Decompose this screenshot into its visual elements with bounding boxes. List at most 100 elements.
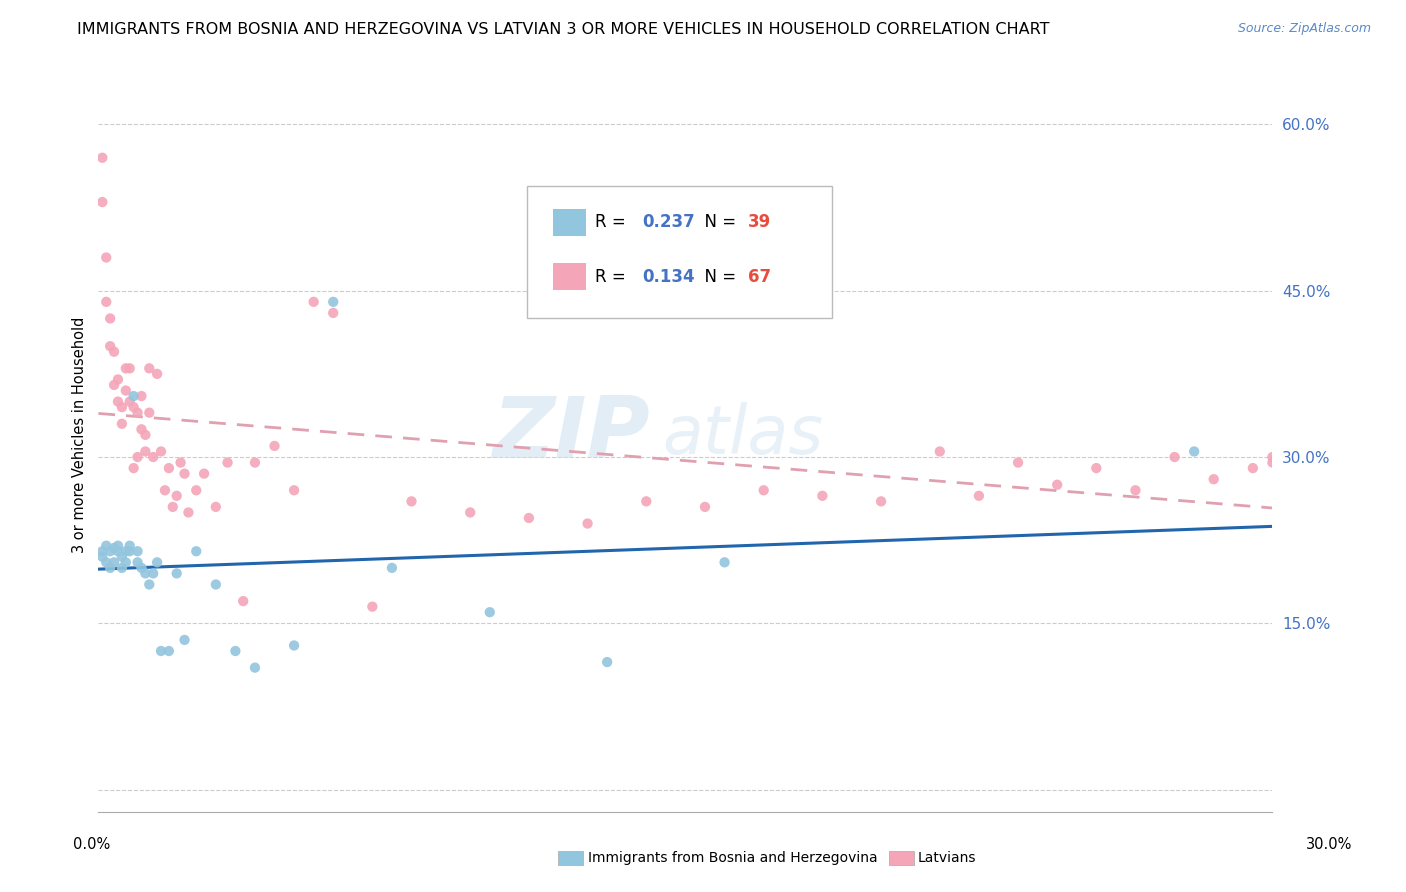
- Text: 39: 39: [748, 213, 770, 231]
- Point: [693, 500, 716, 514]
- Point: [1261, 450, 1284, 464]
- Point: [205, 577, 228, 591]
- Text: 0.0%: 0.0%: [73, 838, 110, 852]
- Point: [111, 561, 134, 575]
- Point: [103, 344, 125, 359]
- Point: [107, 539, 129, 553]
- Point: [186, 544, 208, 558]
- FancyBboxPatch shape: [527, 186, 832, 318]
- Point: [134, 566, 156, 581]
- Point: [636, 494, 658, 508]
- Point: [114, 361, 136, 376]
- Point: [103, 378, 125, 392]
- Point: [131, 561, 153, 575]
- Point: [91, 195, 114, 210]
- Point: [1261, 456, 1284, 470]
- Point: [146, 367, 169, 381]
- Text: N =: N =: [693, 268, 741, 285]
- Point: [103, 555, 125, 569]
- Point: [118, 539, 141, 553]
- Point: [114, 555, 136, 569]
- Point: [870, 494, 893, 508]
- Text: N =: N =: [693, 213, 741, 231]
- Point: [122, 389, 145, 403]
- Point: [283, 483, 305, 498]
- Point: [150, 444, 173, 458]
- Point: [118, 394, 141, 409]
- Point: [205, 500, 228, 514]
- Point: [153, 483, 176, 498]
- Text: 0.134: 0.134: [643, 268, 695, 285]
- Point: [576, 516, 599, 531]
- Point: [138, 406, 160, 420]
- Point: [91, 549, 114, 564]
- Point: [142, 566, 165, 581]
- Point: [157, 461, 180, 475]
- Point: [322, 294, 344, 309]
- Point: [127, 555, 149, 569]
- Point: [1163, 450, 1185, 464]
- Point: [283, 639, 305, 653]
- Point: [91, 151, 114, 165]
- Point: [134, 427, 156, 442]
- Point: [96, 294, 118, 309]
- Text: Source: ZipAtlas.com: Source: ZipAtlas.com: [1237, 22, 1371, 36]
- Point: [166, 566, 188, 581]
- Point: [173, 632, 195, 647]
- Point: [1007, 456, 1029, 470]
- Point: [1182, 444, 1205, 458]
- Point: [131, 389, 153, 403]
- Point: [713, 555, 735, 569]
- Point: [232, 594, 254, 608]
- Point: [107, 544, 129, 558]
- Point: [103, 541, 125, 555]
- Point: [98, 561, 121, 575]
- Point: [1202, 472, 1225, 486]
- Point: [596, 655, 619, 669]
- Point: [478, 605, 501, 619]
- Point: [1046, 477, 1069, 491]
- Point: [1125, 483, 1147, 498]
- Point: [162, 500, 184, 514]
- Point: [127, 544, 149, 558]
- Point: [118, 361, 141, 376]
- Point: [111, 549, 134, 564]
- Point: [142, 450, 165, 464]
- Point: [928, 444, 950, 458]
- Point: [1085, 461, 1108, 475]
- Point: [122, 461, 145, 475]
- Point: [217, 456, 239, 470]
- Point: [122, 400, 145, 414]
- Point: [173, 467, 195, 481]
- Point: [302, 294, 325, 309]
- Text: Immigrants from Bosnia and Herzegovina: Immigrants from Bosnia and Herzegovina: [588, 851, 877, 865]
- Text: R =: R =: [595, 213, 631, 231]
- Point: [111, 400, 134, 414]
- Point: [361, 599, 384, 614]
- Point: [166, 489, 188, 503]
- Point: [114, 544, 136, 558]
- Point: [811, 489, 834, 503]
- Point: [96, 539, 118, 553]
- Text: atlas: atlas: [662, 402, 823, 467]
- Point: [98, 339, 121, 353]
- Text: R =: R =: [595, 268, 631, 285]
- Point: [381, 561, 404, 575]
- Text: 30.0%: 30.0%: [1306, 838, 1351, 852]
- Point: [146, 555, 169, 569]
- Point: [169, 456, 191, 470]
- Point: [127, 406, 149, 420]
- Text: ZIP: ZIP: [492, 393, 650, 476]
- Text: IMMIGRANTS FROM BOSNIA AND HERZEGOVINA VS LATVIAN 3 OR MORE VEHICLES IN HOUSEHOL: IMMIGRANTS FROM BOSNIA AND HERZEGOVINA V…: [77, 22, 1050, 37]
- Point: [752, 483, 775, 498]
- Point: [98, 544, 121, 558]
- Text: 67: 67: [748, 268, 770, 285]
- Point: [401, 494, 423, 508]
- Point: [322, 306, 344, 320]
- Point: [458, 505, 481, 519]
- Bar: [553, 263, 586, 290]
- Point: [107, 372, 129, 386]
- Point: [186, 483, 208, 498]
- Point: [177, 505, 200, 519]
- Point: [193, 467, 215, 481]
